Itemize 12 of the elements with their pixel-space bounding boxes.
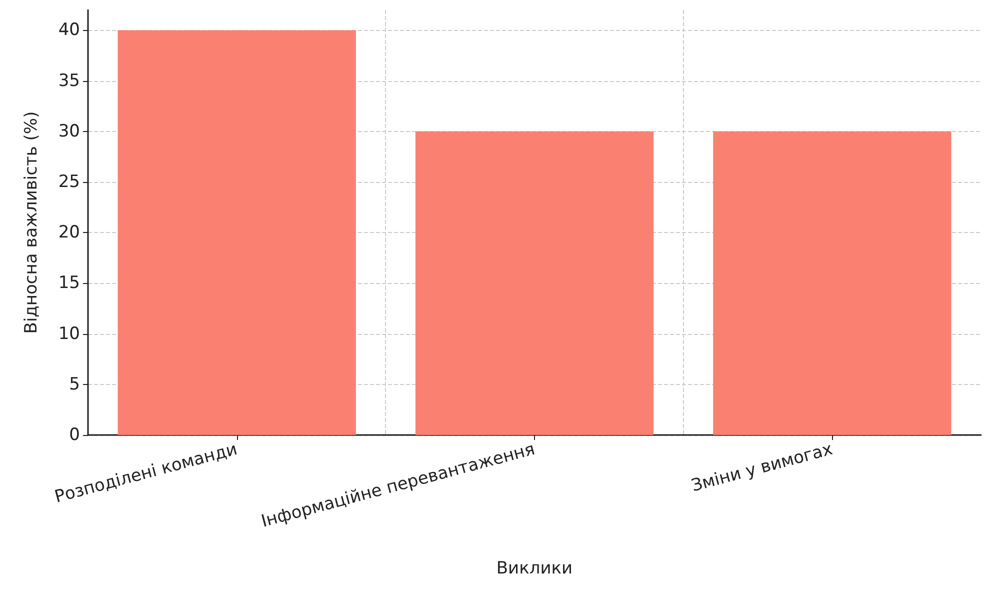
y-tick-label: 20: [58, 222, 80, 243]
y-axis-title: Відносна важливість (%): [22, 111, 42, 334]
y-tick-label: 35: [58, 70, 80, 91]
y-tick-label: 10: [58, 324, 80, 344]
y-tick-label: 25: [58, 172, 80, 192]
y-tick-label: 5: [69, 374, 80, 394]
y-tick-label: 30: [58, 121, 80, 142]
y-tick-label: 40: [58, 20, 80, 40]
y-tick-label: 15: [58, 273, 80, 294]
y-tick-label: 0: [69, 425, 80, 445]
x-tick-label: Зміни у вимогах: [689, 439, 835, 496]
x-axis-title: Виклики: [496, 558, 573, 578]
